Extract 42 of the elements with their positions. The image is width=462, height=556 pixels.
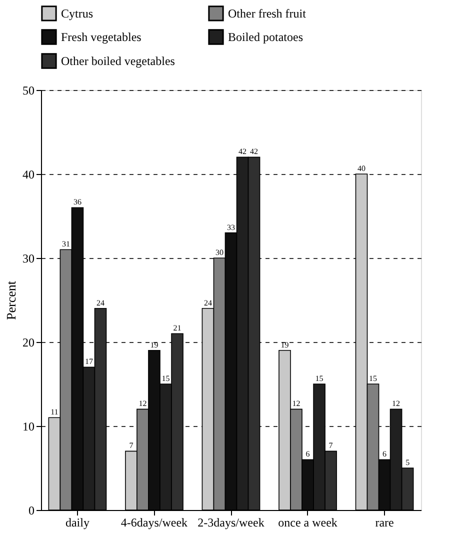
y-tick-label: 10 (22, 420, 34, 434)
legend-label: Other fresh fruit (228, 6, 307, 20)
y-tick-label: 0 (28, 504, 34, 518)
x-tick-label: 2-3days/week (198, 516, 264, 530)
data-label: 15 (162, 374, 170, 383)
data-label: 6 (382, 450, 387, 459)
legend-label: Boiled potatoes (228, 30, 304, 44)
y-tick-label: 20 (22, 336, 34, 350)
y-tick-label: 40 (22, 168, 34, 182)
data-label: 30 (215, 248, 224, 257)
data-label: 42 (238, 147, 247, 156)
data-label: 6 (306, 450, 310, 459)
data-label: 11 (50, 408, 58, 417)
y-axis-title: Percent (4, 280, 18, 320)
data-label: 12 (392, 399, 400, 408)
x-tick-label: rare (375, 516, 394, 530)
x-tick-label: daily (65, 516, 90, 530)
y-tick-label: 30 (22, 252, 34, 266)
legend-label: Other boiled vegetables (61, 54, 176, 68)
data-label: 17 (84, 357, 93, 366)
data-label: 5 (406, 458, 410, 467)
x-tick-label: 4-6days/week (120, 516, 188, 530)
data-label: 31 (62, 240, 70, 249)
x-tick-label: once a week (278, 516, 338, 530)
data-label: 36 (73, 198, 82, 207)
legend-label: Cytrus (61, 6, 94, 20)
data-label: 40 (358, 164, 366, 173)
legend-label: Fresh vegetables (61, 30, 142, 44)
data-label: 42 (250, 147, 258, 156)
data-label: 7 (129, 441, 134, 450)
data-label: 19 (150, 340, 158, 350)
data-label: 24 (96, 298, 104, 308)
data-label: 12 (292, 399, 300, 408)
data-label: 19 (280, 340, 289, 350)
data-label: 24 (204, 298, 212, 308)
y-tick-label: 50 (22, 84, 34, 98)
data-label: 12 (138, 399, 147, 408)
data-label: 15 (315, 374, 324, 383)
data-label: 15 (369, 374, 378, 383)
data-label: 21 (173, 324, 182, 333)
data-label: 7 (328, 441, 333, 450)
data-label: 33 (227, 222, 235, 232)
